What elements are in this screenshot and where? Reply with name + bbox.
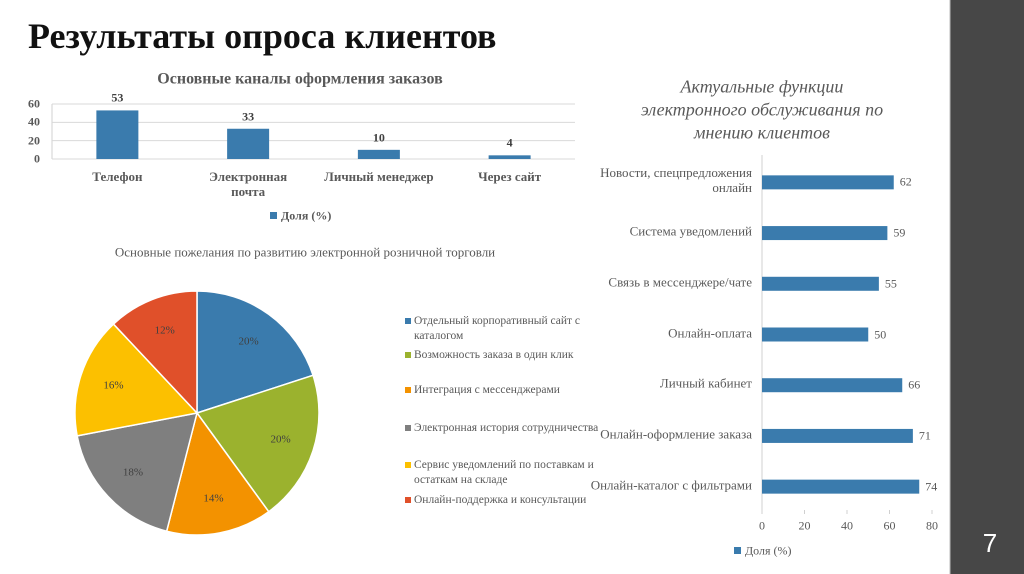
legend-label: Доля (%)	[745, 543, 792, 558]
y-tick-label: Система уведомлений	[629, 223, 752, 239]
bar	[762, 175, 894, 190]
slide-title: Результаты опроса клиентов	[28, 16, 497, 56]
x-tick-label: 20	[798, 518, 811, 533]
x-tick-label: 0	[759, 518, 765, 533]
y-tick-label: Онлайн-оформление заказа	[600, 426, 752, 442]
value-label: 10	[372, 130, 385, 145]
page-number: 7	[982, 528, 998, 558]
value-label: 55	[884, 276, 897, 291]
y-tick-label: 0	[34, 151, 40, 166]
side-strip	[950, 0, 1024, 574]
legend-swatch	[734, 547, 741, 554]
y-tick-label: Новости, спецпредложения онлайн	[600, 165, 752, 196]
x-tick-label: Электронная почта	[209, 169, 288, 199]
legend-swatch	[405, 352, 411, 358]
y-tick-label: Онлайн-каталог с фильтрами	[590, 477, 752, 493]
value-label: 20%	[238, 335, 259, 348]
pie-slice	[112, 290, 198, 415]
legend-swatch	[405, 387, 411, 393]
value-label: 33	[242, 109, 255, 124]
x-tick-label: 80	[926, 518, 938, 533]
value-label: 62	[899, 174, 912, 189]
pie-slice	[76, 412, 199, 533]
y-tick-label: 60	[28, 96, 40, 111]
legend-label: Доля (%)	[281, 208, 332, 223]
bar	[227, 128, 270, 159]
value-label: 14%	[203, 492, 224, 505]
x-tick-label: Личный менеджер	[324, 169, 434, 184]
pie-slice	[165, 411, 270, 536]
x-tick-label: 60	[883, 518, 896, 533]
legend-label: Отдельный корпоративный сайт с каталогом	[414, 315, 581, 342]
value-label: 16%	[103, 379, 124, 392]
pie-slice	[74, 323, 199, 437]
legend-label: Сервис уведомлений по поставкам и остатк…	[414, 459, 594, 486]
value-label: 50	[874, 327, 887, 341]
value-label: 59	[893, 225, 906, 240]
bar	[762, 327, 869, 342]
value-label: 53	[111, 90, 124, 105]
value-label: 66	[908, 377, 921, 392]
bar	[762, 276, 879, 291]
bar	[762, 226, 888, 241]
chart-title: Основные каналы оформления заказов	[157, 70, 443, 88]
legend-swatch	[405, 462, 411, 468]
bar	[762, 428, 913, 443]
y-tick-label: Онлайн-оплата	[668, 325, 752, 340]
bar	[488, 155, 531, 159]
legend-swatch	[405, 425, 411, 431]
legend-label: Онлайн-поддержка и консультации	[414, 494, 587, 506]
value-label: 71	[918, 428, 931, 443]
y-tick-label: Личный кабинет	[659, 375, 752, 391]
value-label: 4	[506, 135, 513, 150]
y-tick-label: Связь в мессенджере/чате	[608, 274, 752, 290]
x-tick-label: 40	[841, 518, 853, 533]
bar	[762, 479, 920, 494]
legend-label: Электронная история сотрудничества	[414, 422, 599, 434]
x-tick-label: Телефон	[92, 169, 143, 184]
bar	[96, 110, 139, 159]
value-label: 12%	[154, 324, 175, 337]
legend-swatch	[405, 497, 411, 503]
y-tick-label: 40	[28, 114, 40, 129]
bar	[762, 378, 903, 393]
y-tick-label: 20	[28, 133, 40, 148]
value-label: 20%	[270, 433, 291, 446]
legend-swatch	[270, 212, 277, 219]
bar	[357, 149, 400, 159]
chart-title: Основные пожелания по развитию электронн…	[114, 244, 496, 260]
legend-label: Интеграция с мессенджерами	[414, 384, 560, 396]
x-tick-label: Через сайт	[478, 169, 542, 184]
legend-swatch	[405, 318, 411, 324]
value-label: 74	[925, 479, 938, 494]
value-label: 18%	[122, 466, 144, 479]
pie-slice	[196, 290, 314, 415]
legend-label: Возможность заказа в один клик	[414, 349, 574, 361]
chart-title: Актуальные функции электронного обслужив…	[640, 76, 884, 143]
pie-slice	[195, 374, 320, 513]
